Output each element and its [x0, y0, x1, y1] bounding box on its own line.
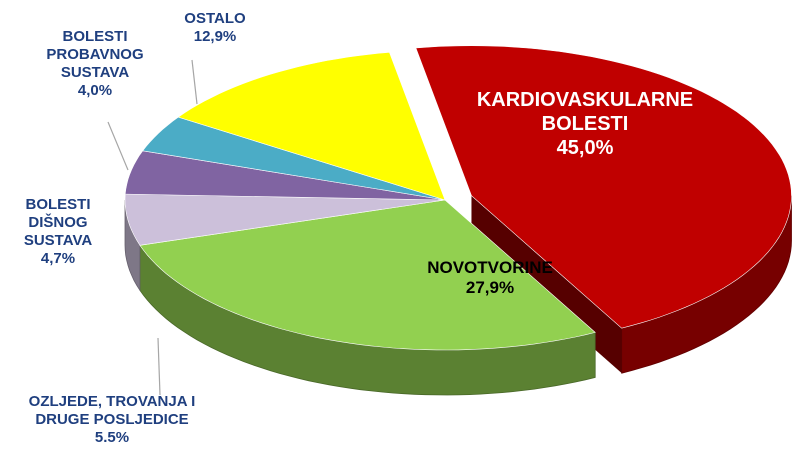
leader-line: [157, 337, 161, 396]
category-label: OZLJEDE, TROVANJA I DRUGE POSLJEDICE: [28, 393, 196, 428]
slice-label: NOVOTVORINE 27,9%: [427, 258, 553, 299]
slice: [177, 51, 446, 201]
value-label: 45,0%: [556, 137, 614, 159]
slice-label: OSTALO 12,9%: [184, 10, 245, 46]
slice-label: BOLESTI PROBAVNOG SUSTAVA 4,0%: [46, 28, 143, 100]
category-label: BOLESTI DIŠNOG SUSTAVA: [23, 196, 93, 249]
slice-label: KARDIOVASKULARNE BOLESTI 45,0%: [477, 88, 693, 160]
value-label: 4,7%: [40, 250, 76, 267]
value-label: 4,0%: [77, 82, 113, 99]
leader-line: [191, 59, 198, 105]
value-label: 12,9%: [193, 28, 237, 45]
category-label: OSTALO: [184, 10, 246, 27]
value-label: 5.5%: [94, 429, 130, 446]
value-label: 27,9%: [465, 278, 515, 298]
category-label: NOVOTVORINE: [427, 258, 553, 277]
slice: [139, 199, 596, 351]
leader-line: [107, 121, 129, 171]
slice-label: BOLESTI DIŠNOG SUSTAVA 4,7%: [24, 196, 92, 268]
slice: [124, 150, 446, 201]
slice: [415, 45, 792, 329]
slice: [142, 116, 446, 201]
category-label: BOLESTI PROBAVNOG SUSTAVA: [46, 28, 144, 81]
slice: [124, 193, 446, 246]
category-label: KARDIOVASKULARNE BOLESTI: [476, 89, 694, 135]
slice-label: OZLJEDE, TROVANJA I DRUGE POSLJEDICE 5.5%: [29, 393, 196, 447]
